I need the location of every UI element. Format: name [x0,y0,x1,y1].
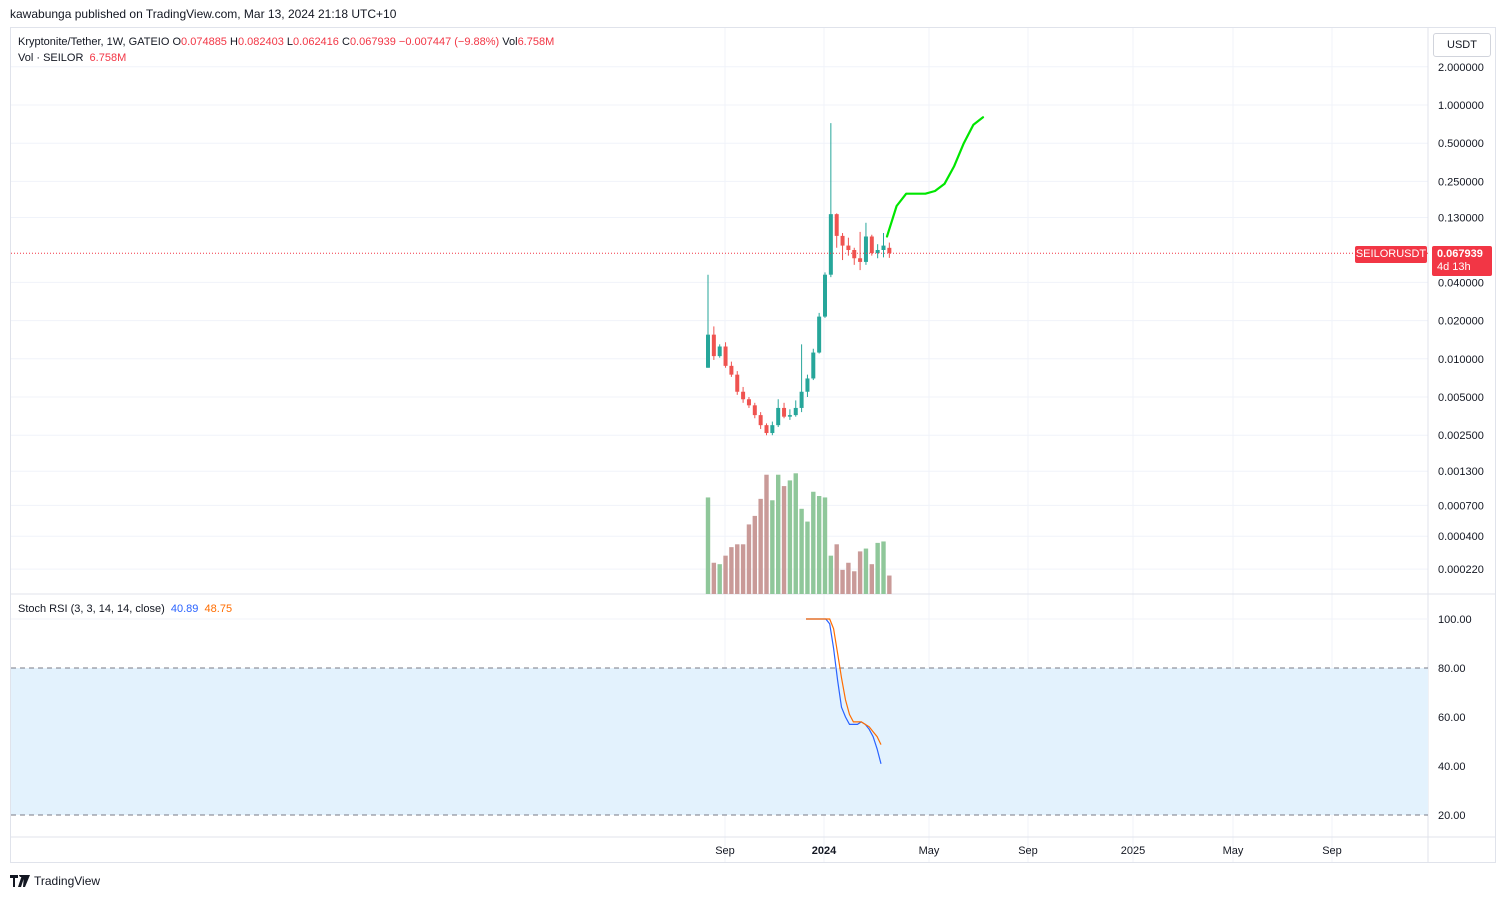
tradingview-logo[interactable]: TradingView [10,874,100,888]
tradingview-logo-icon [10,875,30,887]
symbol-title: Kryptonite/Tether, 1W, GATEIO [18,36,170,48]
currency-button[interactable]: USDT [1433,33,1491,57]
symbol-price-badge: SEILORUSDT [1355,246,1427,263]
high-value: 0.082403 [237,36,284,48]
stoch-k-value: 40.89 [170,603,199,615]
open-label: O [172,36,182,48]
vol-label: Vol [502,36,518,48]
last-price-badge: 0.067939 4d 13h [1432,246,1492,276]
volume-value: 6.758M [89,52,127,64]
chart-frame [10,27,1496,863]
close-value: 0.067939 [349,36,396,48]
close-label: C [341,36,350,48]
symbol-legend[interactable]: Kryptonite/Tether, 1W, GATEIO O0.074885 … [18,36,554,48]
low-value: 0.062416 [293,36,339,48]
last-price-value: 0.067939 [1437,248,1483,260]
open-value: 0.074885 [181,36,227,48]
change-value: −0.007447 (−9.88%) [398,36,500,48]
tradingview-logo-text: TradingView [34,874,101,888]
stoch-name: Stoch RSI (3, 3, 14, 14, close) [18,603,165,615]
publish-header: kawabunga published on TradingView.com, … [10,7,397,21]
stoch-legend[interactable]: Stoch RSI (3, 3, 14, 14, close) 40.89 48… [18,603,232,615]
low-label: L [286,36,294,48]
vol-value: 6.758M [517,36,555,48]
stoch-d-value: 48.75 [204,603,233,615]
bar-countdown: 4d 13h [1437,261,1471,273]
volume-legend[interactable]: Vol · SEILOR 6.758M [18,52,126,64]
volume-name: Vol · SEILOR [18,52,84,64]
high-label: H [230,36,238,48]
